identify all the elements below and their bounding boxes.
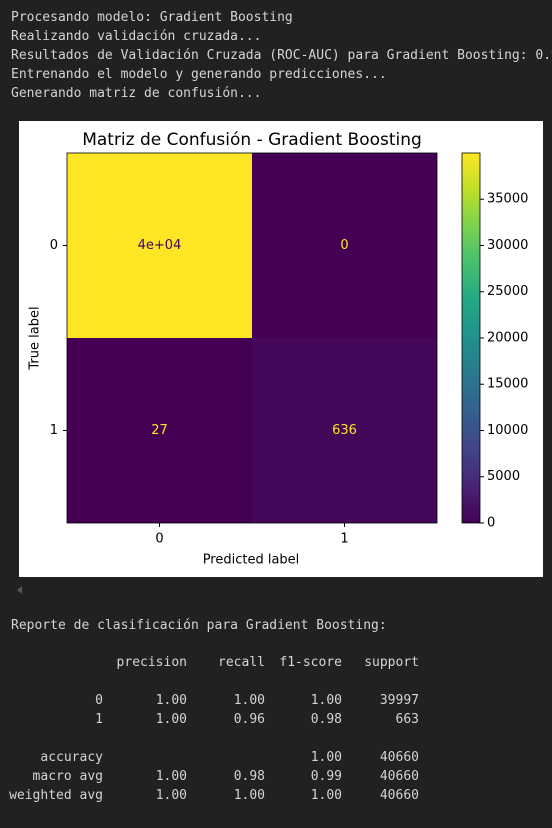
report-value: 1.00: [310, 788, 342, 803]
x-axis-label: Predicted label: [203, 553, 300, 568]
report-value: 40660: [379, 788, 419, 803]
heatmap-cell: [252, 338, 437, 523]
report-row-label: 0: [95, 693, 103, 708]
report-value: 1.00: [155, 693, 187, 708]
colorbar-tick-label: 0: [487, 516, 495, 531]
y-tick-label: 0: [50, 238, 58, 253]
axes-frame: [66, 152, 438, 524]
cell-label: 0: [340, 238, 348, 253]
log-line: Procesando modelo: Gradient Boosting: [11, 10, 293, 25]
log-line: Generando matriz de confusión...: [11, 86, 262, 101]
report-title: Reporte de clasificación para Gradient B…: [11, 618, 387, 633]
report-row-label: weighted avg: [9, 788, 103, 803]
colorbar-tick-label: 25000: [487, 284, 528, 299]
report-value: 40660: [379, 769, 419, 784]
colorbar-tick-label: 5000: [487, 469, 520, 484]
report-header: precision: [116, 655, 187, 670]
colorbar-tick-label: 35000: [487, 192, 528, 207]
report-header: support: [364, 655, 419, 670]
report-value: 1.00: [233, 693, 265, 708]
y-axis-label: True label: [28, 306, 43, 370]
heatmap-cell: [67, 338, 252, 523]
report-row-label: 1: [95, 712, 103, 727]
report-value: 1.00: [310, 750, 342, 765]
x-tick-label: 0: [155, 532, 163, 547]
report-value: 1.00: [155, 769, 187, 784]
report-header: recall: [218, 655, 265, 670]
x-tick-label: 1: [340, 532, 348, 547]
report-value: 1.00: [155, 712, 187, 727]
report-value: 1.00: [155, 788, 187, 803]
cell-label: 27: [151, 423, 168, 438]
report-value: 0.99: [310, 769, 342, 784]
cell-label: 4e+04: [138, 238, 182, 253]
report-value: 663: [395, 712, 419, 727]
report-value: 1.00: [310, 693, 342, 708]
report-value: 40660: [379, 750, 419, 765]
colorbar-tick-label: 20000: [487, 330, 528, 345]
log-line: Resultados de Validación Cruzada (ROC-AU…: [11, 48, 552, 63]
report-header: f1-score: [279, 655, 342, 670]
report-value: 1.00: [233, 788, 265, 803]
colorbar-tick-label: 15000: [487, 377, 528, 392]
report-value: 0.98: [310, 712, 342, 727]
cell-label: 636: [332, 423, 357, 438]
colorbar-tick-label: 10000: [487, 423, 528, 438]
chart: Matriz de Confusión - Gradient Boosting …: [19, 121, 543, 577]
report-value: 0.96: [233, 712, 265, 727]
log-line: Realizando validación cruzada...: [11, 29, 262, 44]
log-line: Entrenando el modelo y generando predicc…: [11, 67, 387, 82]
colorbar-tick-label: 30000: [487, 238, 528, 253]
report-row-label: accuracy: [40, 750, 103, 765]
report-row-label: macro avg: [32, 769, 103, 784]
scroll-arrow[interactable]: [14, 584, 26, 596]
heatmap-cell: [67, 153, 252, 338]
colorbar: [461, 152, 481, 524]
y-tick-label: 1: [50, 423, 58, 438]
chart-title: Matriz de Confusión - Gradient Boosting: [82, 130, 422, 150]
report-value: 0.98: [233, 769, 265, 784]
report-value: 39997: [379, 693, 419, 708]
heatmap-cell: [252, 153, 437, 338]
